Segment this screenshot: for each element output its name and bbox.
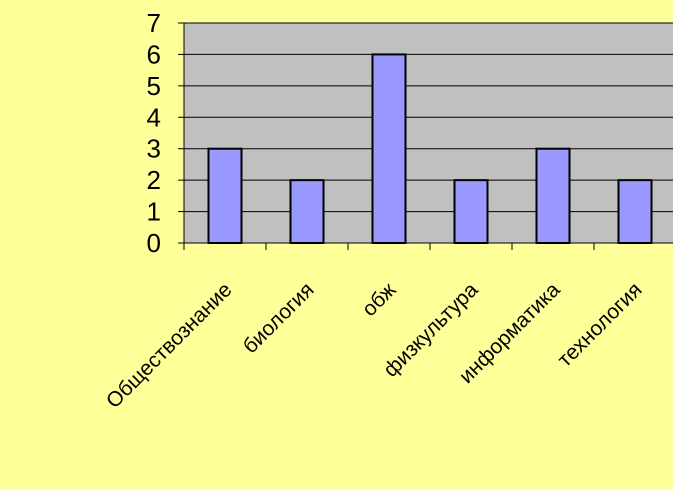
x-tick-label: биология: [239, 278, 319, 358]
x-axis-ticks: Обществознание биология обжфизкультураинфо…: [102, 243, 647, 413]
x-tick-label: обж: [358, 278, 401, 321]
bar: [207, 147, 243, 244]
y-tick-label: 6: [147, 39, 161, 69]
bar: [289, 179, 325, 244]
y-tick-label: 5: [147, 71, 161, 101]
y-tick-label: 1: [147, 197, 161, 227]
bar: [535, 147, 571, 244]
x-tick-label: технология: [553, 278, 646, 371]
y-tick-label: 3: [147, 134, 161, 164]
y-tick-label: 4: [147, 102, 161, 132]
gridlines: [184, 22, 673, 213]
x-tick-label: Обществознание: [102, 278, 237, 413]
y-tick-label: 7: [147, 8, 161, 38]
bar: [617, 179, 653, 244]
y-tick-label: 0: [147, 228, 161, 258]
bar: [371, 53, 407, 244]
y-tick-label: 2: [147, 165, 161, 195]
bar: [453, 179, 489, 244]
plot-area: [184, 23, 673, 243]
